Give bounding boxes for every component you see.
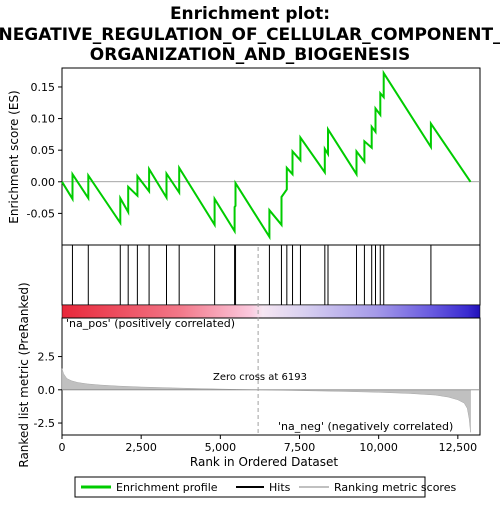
es-y-tick-label: 0.10 — [31, 113, 56, 126]
hits-group — [71, 245, 432, 305]
es-y-axis-label: Enrichment score (ES) — [7, 90, 21, 223]
es-y-tick-label: -0.05 — [27, 207, 55, 220]
zero-cross-label: Zero cross at 6193 — [213, 372, 307, 383]
metric-y-axis-label: Ranked list metric (PreRanked) — [17, 282, 31, 467]
es-y-tick-label: 0.05 — [31, 144, 56, 157]
legend-enrichment-label: Enrichment profile — [116, 481, 218, 494]
legend-hits-label: Hits — [269, 481, 291, 494]
metric-y-tick-label: 0.0 — [38, 384, 56, 397]
metric-x-axis: 0 2,500 5,000 7,500 10,000 12,500 — [59, 435, 478, 454]
es-panel-frame — [61, 67, 481, 246]
x-axis-label: Rank in Ordered Dataset — [190, 455, 338, 469]
metric-y-tick-label: -2.5 — [34, 417, 55, 430]
metric-y-tick-label: 2.5 — [38, 351, 56, 364]
x-tick-label: 2,500 — [125, 441, 157, 454]
es-y-axis: 0.15 0.10 0.05 0.00 -0.05 — [27, 81, 62, 220]
es-y-tick-label: 0.15 — [31, 81, 56, 94]
chart-title-line-2: NEGATIVE_REGULATION_OF_CELLULAR_COMPONEN… — [0, 25, 500, 45]
pos-correlated-label: 'na_pos' (positively correlated) — [66, 317, 235, 330]
legend-ranking-label: Ranking metric scores — [334, 481, 456, 494]
hits-panel-frame — [61, 244, 481, 306]
metric-y-axis: 2.5 0.0 -2.5 — [34, 351, 62, 430]
es-y-tick-label: 0.00 — [31, 176, 56, 189]
x-tick-label: 5,000 — [205, 441, 237, 454]
enrichment-profile-line — [61, 69, 472, 241]
x-tick-label: 7,500 — [284, 441, 316, 454]
x-tick-label: 12,500 — [439, 441, 478, 454]
x-tick-label: 0 — [59, 441, 66, 454]
x-tick-label: 10,000 — [359, 441, 398, 454]
neg-correlated-label: 'na_neg' (negatively correlated) — [278, 420, 453, 433]
chart-title-line-1: Enrichment plot: — [170, 4, 330, 24]
chart-title-line-3: ORGANIZATION_AND_BIOGENESIS — [90, 45, 410, 65]
